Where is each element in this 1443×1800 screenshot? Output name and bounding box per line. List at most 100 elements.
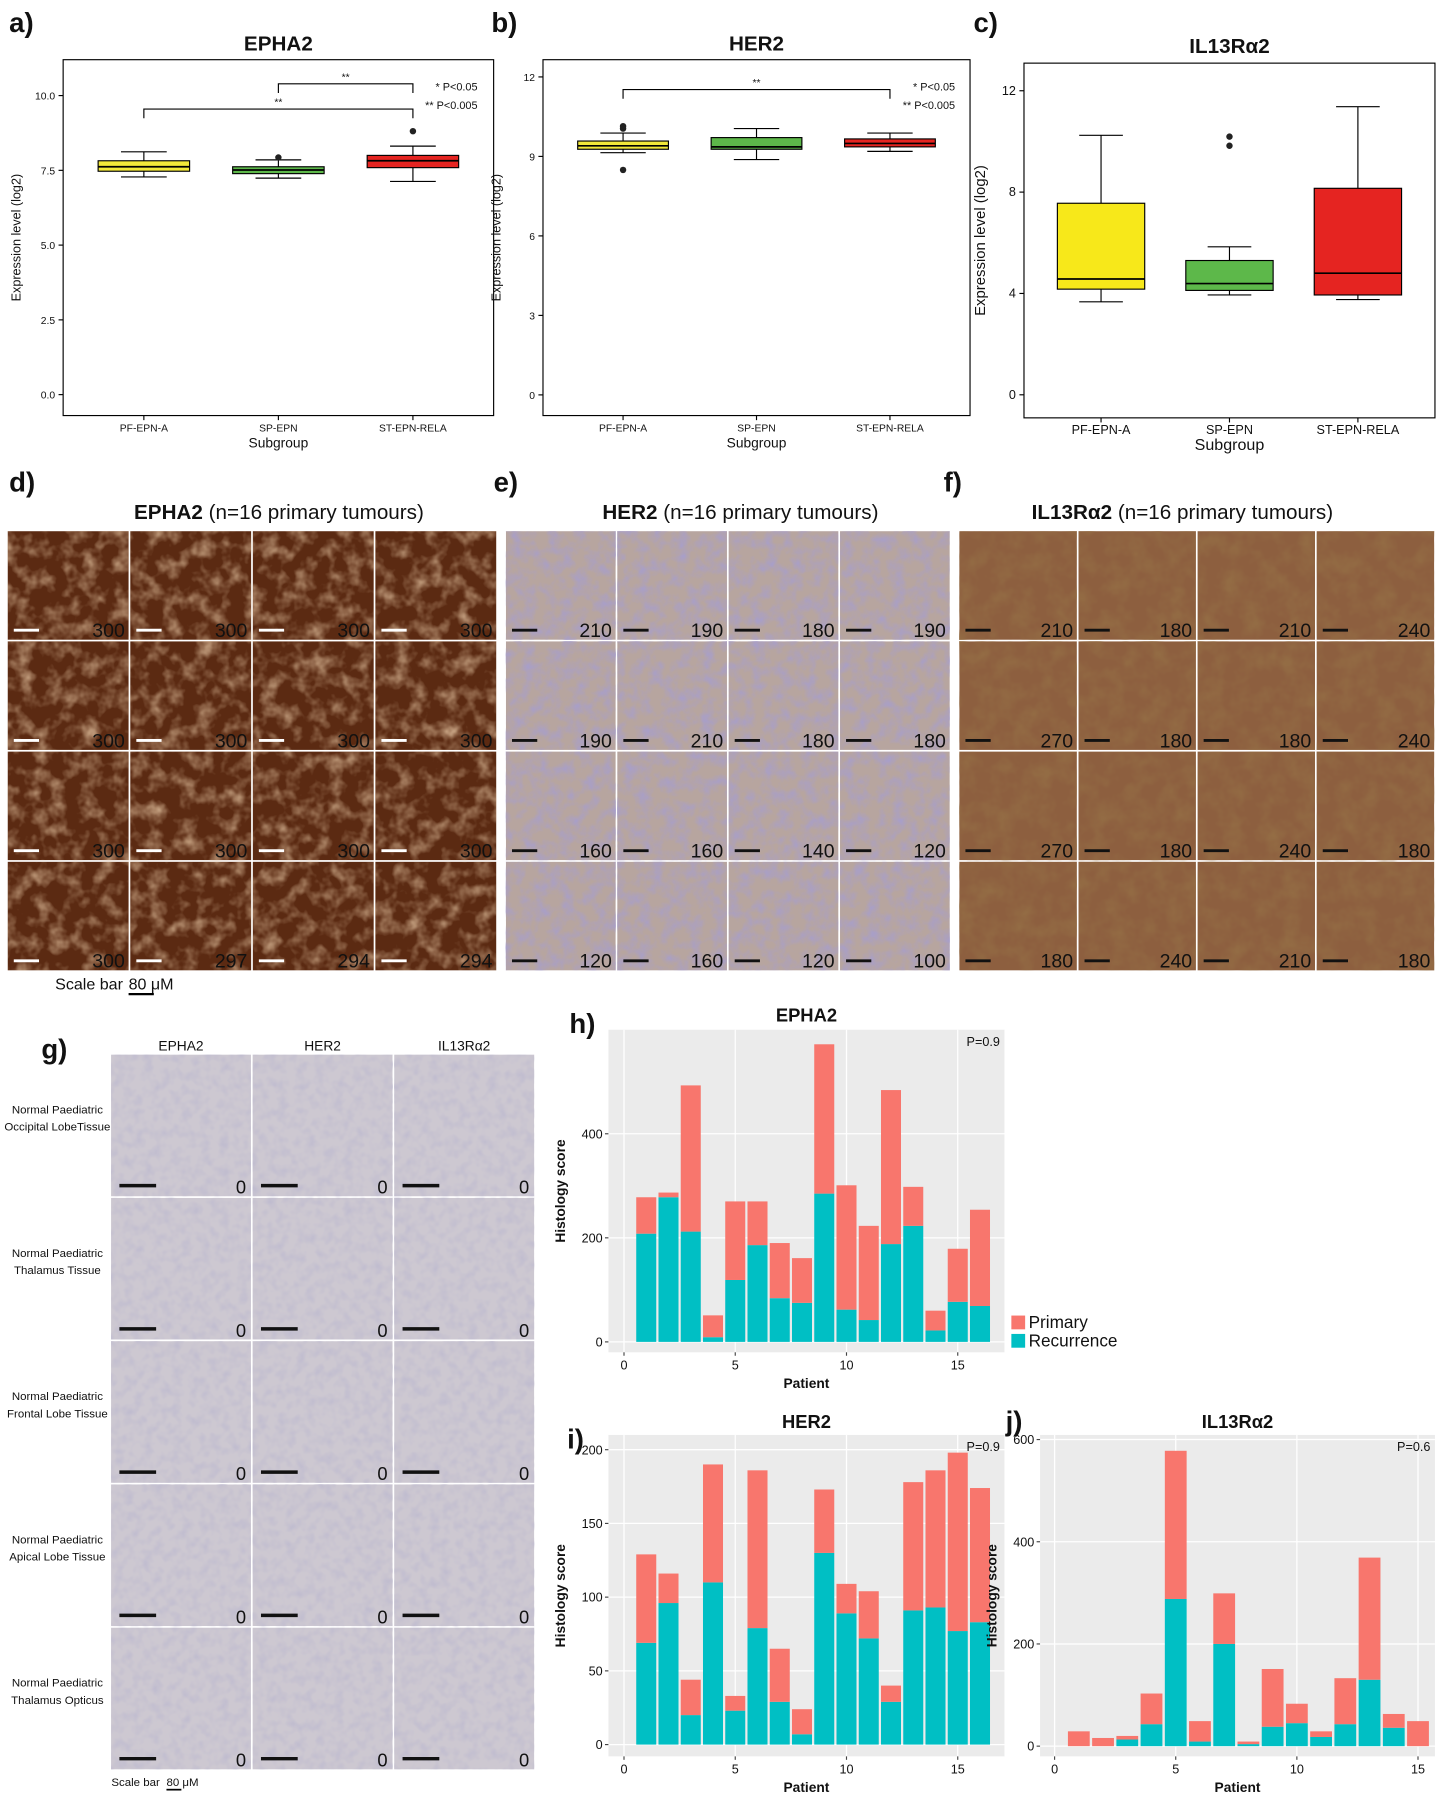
row-label: Thalamus Tissue bbox=[14, 1265, 101, 1277]
bar-segment bbox=[1116, 1739, 1139, 1747]
ihc-score: 300 bbox=[460, 730, 493, 752]
ihc-score: 297 bbox=[215, 951, 248, 973]
bar-segment bbox=[1334, 1678, 1357, 1725]
bar-segment bbox=[636, 1642, 657, 1745]
y-tick-label: 200 bbox=[1013, 1638, 1034, 1652]
panel-title: HER2 (n=16 primary tumours) bbox=[602, 501, 878, 524]
y-tick-label: 150 bbox=[582, 1517, 603, 1531]
ihc-score: 120 bbox=[579, 951, 612, 973]
y-tick-label: 2.5 bbox=[41, 316, 56, 327]
ihc-score: 120 bbox=[802, 951, 835, 973]
micrograph-texture bbox=[840, 641, 950, 750]
micrograph-texture bbox=[252, 1341, 393, 1483]
panel-letter: d) bbox=[9, 466, 35, 497]
ihc-score: 240 bbox=[1398, 730, 1431, 752]
micrograph-texture bbox=[394, 1197, 535, 1340]
ihc-score: 180 bbox=[802, 620, 835, 642]
ihc-score: 140 bbox=[802, 841, 835, 863]
outlier bbox=[275, 154, 282, 161]
bar-segment bbox=[1164, 1450, 1187, 1599]
micrograph-texture bbox=[130, 531, 252, 640]
x-axis-label: Subgroup bbox=[249, 436, 309, 451]
micrograph-texture bbox=[252, 751, 374, 861]
row-label: Thalamus Opticus bbox=[11, 1695, 104, 1707]
x-tick-label: 0 bbox=[1051, 1763, 1058, 1777]
y-tick-label: 10.0 bbox=[35, 92, 55, 103]
bar-segment bbox=[1407, 1721, 1429, 1747]
bar-segment bbox=[903, 1610, 924, 1745]
ihc-score: 190 bbox=[579, 730, 612, 752]
bar-segment bbox=[814, 1489, 835, 1553]
micrograph-texture bbox=[111, 1484, 251, 1627]
bar-segment bbox=[1164, 1598, 1187, 1747]
plot-frame bbox=[542, 59, 971, 417]
bar-segment bbox=[769, 1701, 790, 1745]
bar-segment bbox=[836, 1613, 857, 1745]
bar-segment bbox=[1140, 1724, 1163, 1747]
bar-segment bbox=[1358, 1557, 1381, 1680]
micrograph-texture bbox=[1316, 861, 1435, 971]
bar-segment bbox=[1382, 1713, 1405, 1728]
bar-segment bbox=[969, 1488, 991, 1623]
outlier bbox=[1226, 142, 1233, 149]
panel-title-gene: HER2 bbox=[602, 501, 657, 524]
bar-segment bbox=[903, 1186, 924, 1226]
panel-letter: f) bbox=[944, 466, 962, 497]
chart-title: IL13Rα2 bbox=[1189, 35, 1269, 58]
ihc-score: 300 bbox=[337, 841, 370, 863]
ihc-score: 120 bbox=[913, 841, 946, 863]
bar-segment bbox=[1382, 1727, 1405, 1747]
bar-segment bbox=[636, 1197, 657, 1234]
bar-segment bbox=[658, 1192, 679, 1198]
row-label: Normal Paediatric bbox=[12, 1678, 103, 1690]
micrograph-texture bbox=[7, 861, 129, 971]
y-tick-label: 4 bbox=[1009, 286, 1016, 300]
ihc-score: 294 bbox=[337, 951, 370, 973]
panel-letter: e) bbox=[494, 466, 518, 497]
ihc-score: 190 bbox=[913, 620, 946, 642]
bar-segment bbox=[636, 1233, 657, 1342]
micrograph-texture bbox=[7, 751, 129, 861]
comparison-label: ** bbox=[752, 78, 760, 89]
micrograph-texture bbox=[1197, 641, 1315, 750]
x-tick-label: ST-EPN-RELA bbox=[1317, 423, 1400, 437]
y-tick-label: 0 bbox=[1009, 388, 1016, 402]
bar-segment bbox=[725, 1710, 746, 1745]
bar-segment bbox=[969, 1305, 991, 1342]
y-tick-label: 8 bbox=[1009, 185, 1016, 199]
bar-segment bbox=[725, 1279, 746, 1342]
y-tick-label: 600 bbox=[1013, 1433, 1034, 1447]
micrograph-texture bbox=[111, 1197, 251, 1340]
bar-segment bbox=[747, 1201, 768, 1246]
ihc-score: 300 bbox=[337, 730, 370, 752]
bar-segment bbox=[1261, 1726, 1284, 1747]
micrograph-texture bbox=[617, 751, 727, 861]
ihc-score: 210 bbox=[691, 730, 724, 752]
row-label: Normal Paediatric bbox=[12, 1105, 103, 1117]
row-label: Normal Paediatric bbox=[12, 1248, 103, 1260]
bar-segment bbox=[680, 1715, 701, 1745]
bar-segment bbox=[725, 1201, 746, 1280]
x-tick-label: 10 bbox=[1290, 1763, 1304, 1777]
bar-segment bbox=[702, 1582, 724, 1745]
bar-segment bbox=[747, 1470, 768, 1629]
x-tick-label: ST-EPN-RELA bbox=[856, 424, 924, 435]
y-axis-label: Expression level (log2) bbox=[490, 174, 504, 302]
x-tick-label: SP-EPN bbox=[1206, 423, 1253, 437]
micrograph-texture bbox=[840, 531, 950, 640]
panel-letter: a) bbox=[9, 7, 34, 38]
bar-segment bbox=[814, 1193, 835, 1342]
micrograph-texture bbox=[111, 1341, 251, 1483]
micrograph-texture bbox=[1078, 531, 1196, 640]
legend-key bbox=[1011, 1315, 1026, 1330]
x-axis-label: Subgroup bbox=[727, 436, 787, 451]
y-tick-label: 100 bbox=[582, 1591, 603, 1605]
micrograph-texture bbox=[1078, 861, 1196, 971]
ihc-score: 0 bbox=[377, 1177, 387, 1198]
ihc-score: 0 bbox=[236, 1177, 246, 1198]
bar-segment bbox=[769, 1243, 790, 1299]
micrograph-texture bbox=[394, 1627, 535, 1770]
micrograph-texture bbox=[1316, 641, 1435, 750]
x-tick-label: PF-EPN-A bbox=[599, 424, 647, 435]
